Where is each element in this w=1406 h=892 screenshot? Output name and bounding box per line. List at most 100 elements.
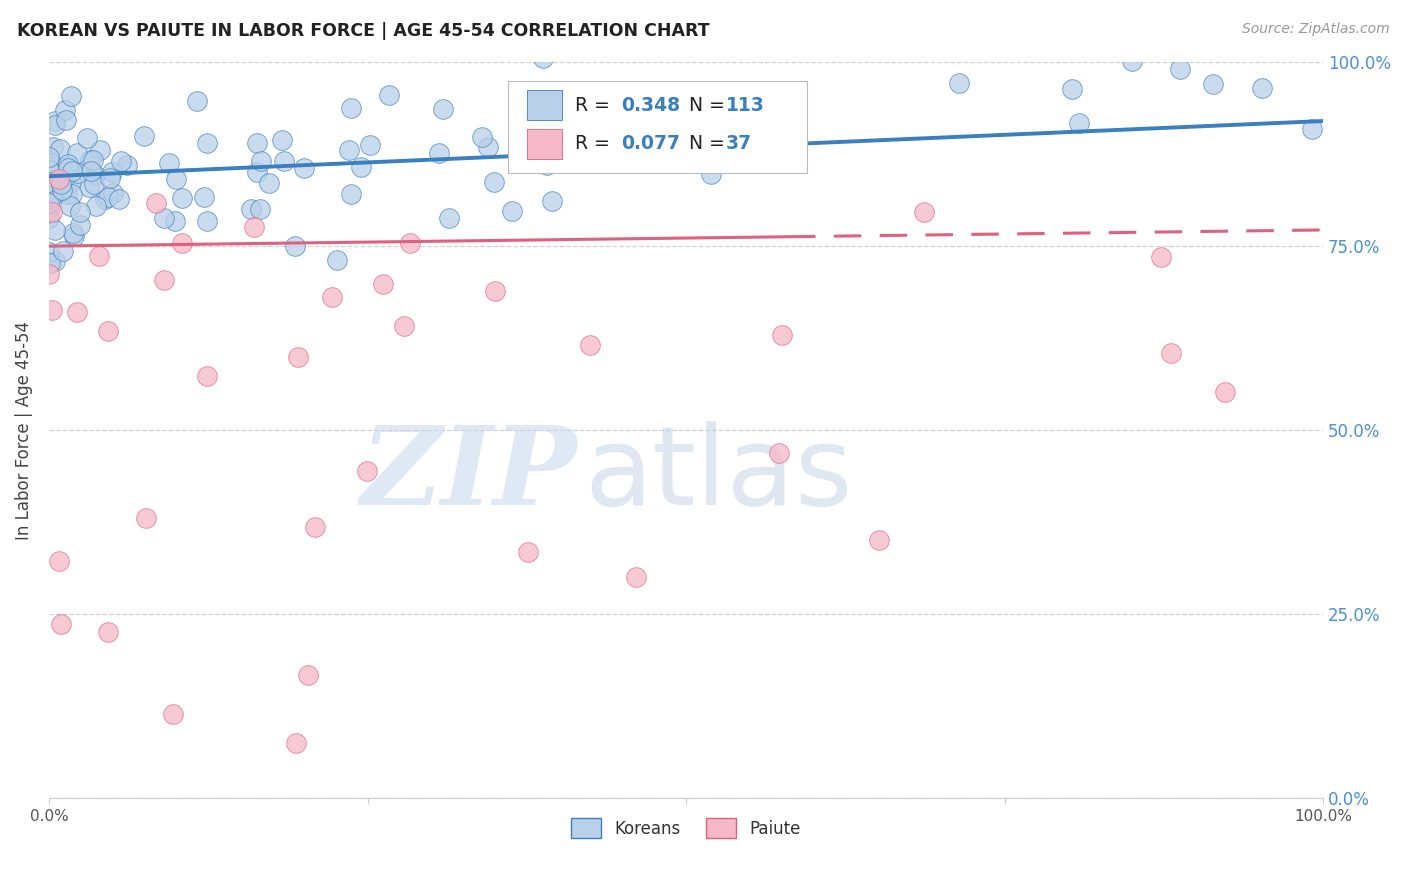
- Text: R =: R =: [575, 135, 616, 153]
- Point: [1308, 40, 1330, 54]
- Point: [484, 284, 506, 298]
- Point: [1150, 250, 1173, 264]
- Text: ZIP: ZIP: [361, 420, 578, 528]
- Point: [38, 203, 60, 218]
- Point: [38, 162, 60, 177]
- Point: [38, 177, 60, 191]
- Point: [115, 158, 138, 172]
- Point: [359, 137, 381, 152]
- Point: [250, 154, 273, 169]
- Point: [39, 256, 62, 270]
- Point: [657, 149, 679, 163]
- Point: [287, 351, 309, 365]
- Point: [471, 129, 494, 144]
- Point: [38, 150, 60, 164]
- Text: 113: 113: [725, 95, 765, 114]
- Point: [69, 218, 91, 232]
- Point: [42, 140, 65, 154]
- Point: [51, 177, 73, 191]
- Text: KOREAN VS PAIUTE IN LABOR FORCE | AGE 45-54 CORRELATION CHART: KOREAN VS PAIUTE IN LABOR FORCE | AGE 45…: [17, 22, 710, 40]
- Point: [195, 136, 218, 150]
- Point: [242, 219, 264, 234]
- Point: [153, 273, 176, 287]
- Point: [134, 129, 156, 144]
- Point: [643, 97, 665, 112]
- Point: [531, 51, 554, 65]
- Point: [82, 153, 104, 168]
- Point: [110, 154, 132, 169]
- Text: 0.348: 0.348: [621, 95, 681, 114]
- Point: [868, 533, 890, 548]
- Point: [337, 144, 360, 158]
- Point: [83, 178, 105, 192]
- Point: [62, 228, 84, 243]
- Point: [84, 199, 107, 213]
- Point: [66, 146, 89, 161]
- Point: [700, 168, 723, 182]
- Point: [285, 736, 308, 750]
- Point: [297, 668, 319, 682]
- Point: [48, 142, 70, 156]
- Legend: Koreans, Paiute: Koreans, Paiute: [565, 812, 807, 845]
- Point: [41, 189, 63, 203]
- Point: [38, 175, 60, 189]
- Point: [1251, 80, 1274, 95]
- Point: [766, 146, 789, 161]
- Text: Source: ZipAtlas.com: Source: ZipAtlas.com: [1241, 22, 1389, 37]
- Point: [484, 175, 506, 189]
- Text: atlas: atlas: [583, 421, 852, 528]
- Point: [770, 328, 793, 343]
- Point: [531, 97, 554, 112]
- Point: [304, 519, 326, 533]
- Point: [624, 570, 647, 584]
- Text: 37: 37: [725, 135, 752, 153]
- Point: [1213, 384, 1236, 399]
- Point: [762, 40, 785, 54]
- Point: [48, 554, 70, 568]
- Point: [135, 511, 157, 525]
- Point: [378, 87, 401, 102]
- Point: [60, 164, 83, 178]
- Point: [579, 338, 602, 352]
- Point: [60, 187, 83, 202]
- Point: [162, 707, 184, 722]
- Point: [97, 324, 120, 338]
- Point: [326, 252, 349, 267]
- Point: [55, 113, 77, 128]
- Point: [165, 172, 187, 186]
- Point: [399, 235, 422, 250]
- Point: [44, 223, 66, 237]
- FancyBboxPatch shape: [527, 129, 562, 159]
- Point: [1168, 62, 1191, 76]
- Text: N =: N =: [678, 95, 731, 114]
- Y-axis label: In Labor Force | Age 45-54: In Labor Force | Age 45-54: [15, 320, 32, 540]
- Point: [195, 368, 218, 383]
- Point: [1202, 77, 1225, 91]
- Point: [583, 123, 606, 137]
- Point: [321, 290, 343, 304]
- Point: [1067, 116, 1090, 130]
- Point: [912, 205, 935, 219]
- Point: [56, 157, 79, 171]
- Point: [59, 199, 82, 213]
- Text: N =: N =: [678, 135, 731, 153]
- Text: R =: R =: [575, 95, 616, 114]
- Point: [83, 168, 105, 182]
- Point: [62, 227, 84, 241]
- Point: [108, 192, 131, 206]
- Point: [51, 183, 73, 197]
- Point: [350, 160, 373, 174]
- Point: [44, 253, 66, 268]
- Point: [273, 154, 295, 169]
- Point: [340, 187, 363, 202]
- Point: [97, 190, 120, 204]
- Point: [38, 189, 60, 203]
- Point: [246, 136, 269, 151]
- Point: [650, 134, 672, 148]
- Point: [41, 302, 63, 317]
- Point: [157, 155, 180, 169]
- Point: [67, 166, 90, 180]
- Point: [38, 245, 60, 260]
- Point: [768, 446, 790, 460]
- Point: [38, 211, 60, 226]
